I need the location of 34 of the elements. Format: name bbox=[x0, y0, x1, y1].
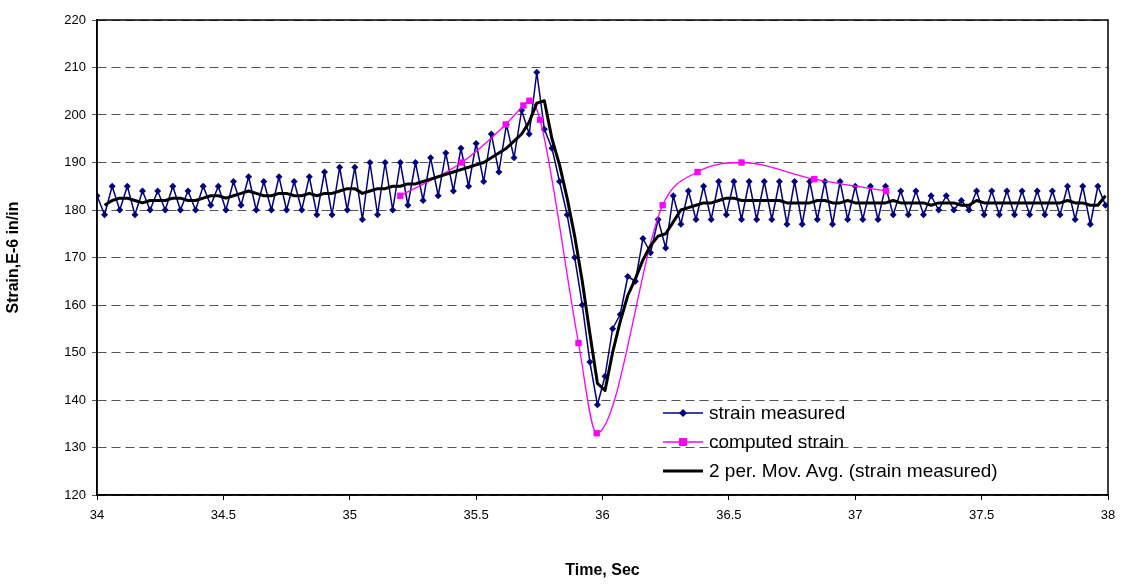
y-tick-label: 170 bbox=[64, 249, 86, 265]
point bbox=[811, 175, 818, 183]
y-tick-label: 180 bbox=[64, 201, 86, 217]
y-tick-label: 190 bbox=[64, 154, 86, 170]
point bbox=[458, 159, 465, 166]
x-tick-label: 35.5 bbox=[463, 507, 489, 523]
y-tick-label: 120 bbox=[64, 486, 86, 502]
y-tick-label: 220 bbox=[64, 11, 86, 27]
y-tick-label: 150 bbox=[64, 344, 86, 360]
x-tick-label: 37.5 bbox=[968, 507, 995, 523]
legend-label: strain measured bbox=[709, 401, 846, 425]
x-tick-label: 35 bbox=[342, 507, 357, 523]
x-tick-label: 36 bbox=[595, 507, 610, 523]
point bbox=[694, 168, 701, 176]
point bbox=[882, 187, 890, 195]
x-tick-label: 34 bbox=[89, 507, 105, 523]
point bbox=[520, 102, 527, 109]
y-tick-label: 140 bbox=[64, 391, 86, 407]
y-tick-label: 200 bbox=[64, 106, 86, 122]
point bbox=[575, 339, 582, 347]
point bbox=[738, 159, 745, 166]
x-tick-label: 37 bbox=[848, 507, 863, 523]
point bbox=[659, 202, 666, 209]
legend-label: computed strain bbox=[709, 430, 845, 454]
y-tick-label: 210 bbox=[64, 59, 86, 75]
x-axis-title: Time, Sec bbox=[565, 560, 640, 578]
x-tick-label: 38 bbox=[1100, 507, 1116, 523]
point bbox=[526, 97, 533, 104]
legend-label: 2 per. Mov. Avg. (strain measured) bbox=[709, 459, 998, 483]
y-axis-title: Strain,E-6 in/in bbox=[4, 201, 22, 314]
y-tick-label: 130 bbox=[64, 439, 86, 455]
x-tick-label: 34.5 bbox=[210, 507, 237, 523]
x-tick-label: 36.5 bbox=[716, 507, 742, 523]
y-tick-label: 160 bbox=[64, 296, 86, 312]
